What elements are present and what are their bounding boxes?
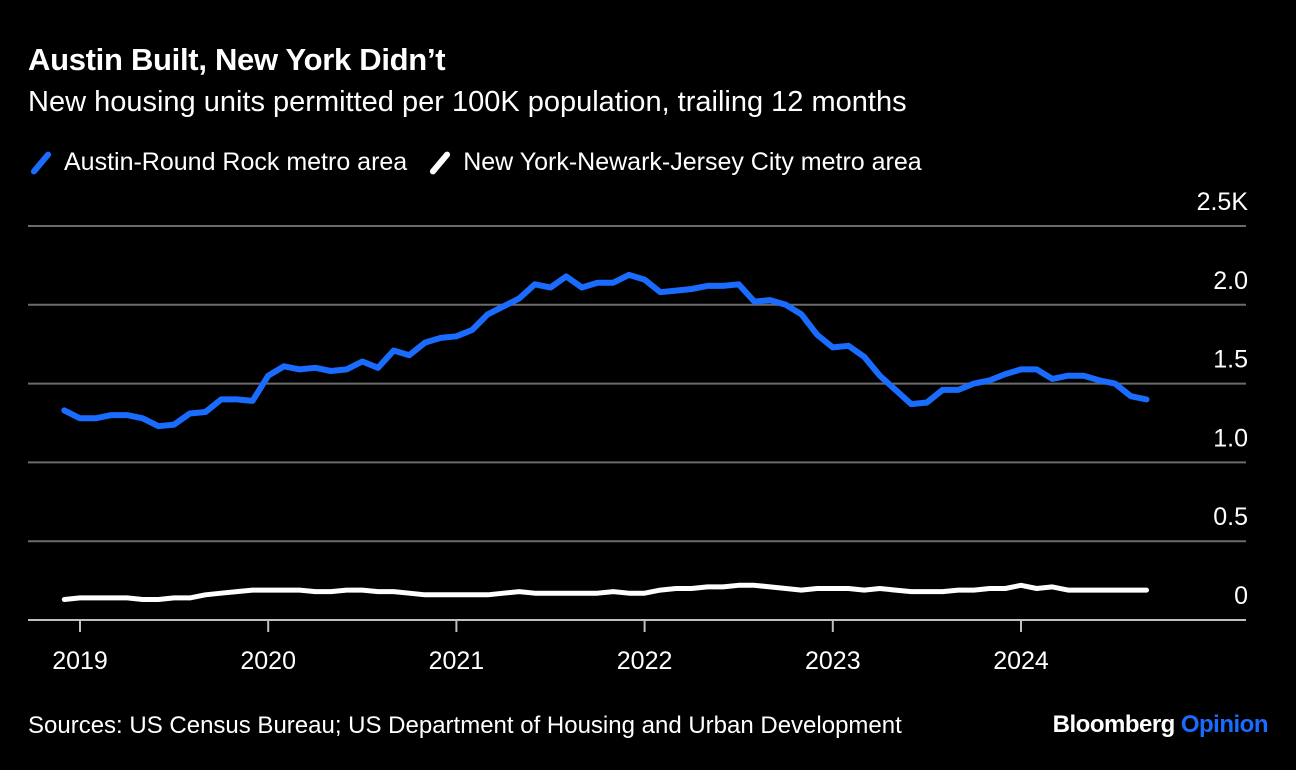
y-tick-label: 1.0 xyxy=(1213,424,1248,452)
chart-subtitle: New housing units permitted per 100K pop… xyxy=(28,86,907,118)
x-axis: 2019 2020 2021 2022 2023 2024 xyxy=(28,619,1246,675)
legend-item-austin: Austin-Round Rock metro area xyxy=(29,148,408,177)
legend-label-austin: Austin-Round Rock metro area xyxy=(64,148,408,176)
x-tick-label: 2023 xyxy=(805,647,861,675)
y-tick-label: 0 xyxy=(1234,582,1248,610)
x-tick-label: 2021 xyxy=(429,647,485,675)
chart-title: Austin Built, New York Didn’t xyxy=(28,42,446,77)
legend-label-new-york: New York-Newark-Jersey City metro area xyxy=(463,148,922,176)
y-tick-label: 2.0 xyxy=(1213,267,1248,295)
x-tick-label: 2024 xyxy=(993,647,1049,675)
source-note: Sources: US Census Bureau; US Department… xyxy=(28,712,902,739)
gridlines xyxy=(28,225,1246,543)
brand-section: Opinion xyxy=(1180,711,1269,738)
y-tick-label: 0.5 xyxy=(1213,503,1248,531)
brand-name: Bloomberg xyxy=(1052,711,1176,738)
x-tick-label: 2019 xyxy=(52,647,108,675)
y-tick-label: 2.5K xyxy=(1197,188,1249,216)
legend-item-new-york: New York-Newark-Jersey City metro area xyxy=(428,148,922,177)
x-tick-label: 2022 xyxy=(617,647,673,675)
legend: Austin-Round Rock metro area New York-Ne… xyxy=(29,148,946,177)
brand-logo: Bloomberg Opinion xyxy=(1052,711,1269,739)
y-tick-labels: 0 0.5 1.0 1.5 2.0 2.5K xyxy=(1197,188,1249,610)
series-line-austin xyxy=(61,271,1150,430)
series-line-new-york xyxy=(61,582,1149,602)
series-lines xyxy=(61,271,1150,602)
y-tick-label: 1.5 xyxy=(1213,346,1248,374)
x-tick-label: 2020 xyxy=(240,647,296,675)
